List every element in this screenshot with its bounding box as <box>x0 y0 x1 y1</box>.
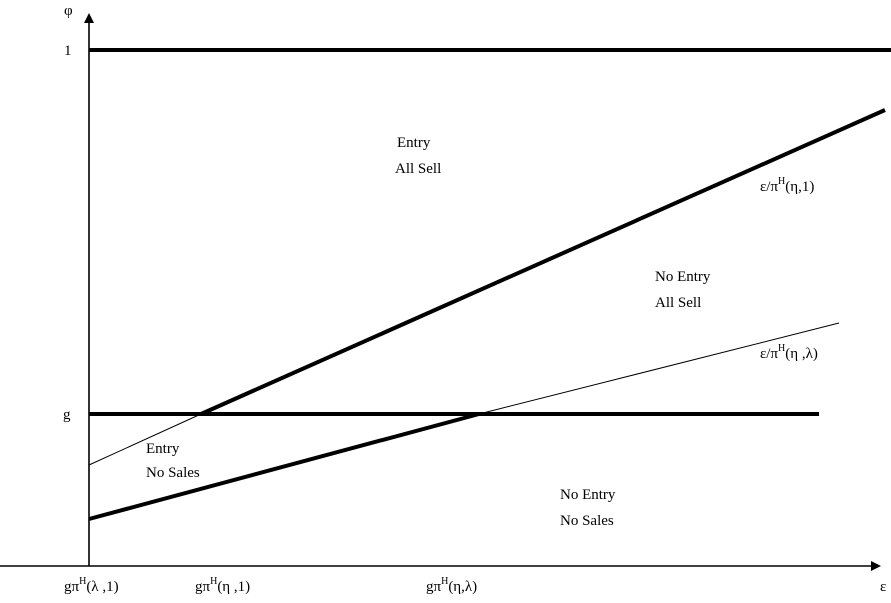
region-entry-no-sales-line1: Entry <box>146 441 180 457</box>
region-no-entry-no-sales-line1: No Entry <box>560 487 616 503</box>
x-tick-label-eta-1: gπH(η ,1) <box>195 576 250 595</box>
region-no-entry-all-sell-line2: All Sell <box>655 295 701 311</box>
x-tick-label-eta-lambda: gπH(η,λ) <box>426 576 477 595</box>
shallow-line-thin-segment <box>479 323 839 414</box>
region-no-entry-all-sell-line1: No Entry <box>655 269 711 285</box>
y-tick-label-g: g <box>63 407 71 423</box>
steep-line-label: ε/πH(η,1) <box>760 176 814 195</box>
region-no-entry-no-sales-line2: No Sales <box>560 513 614 529</box>
y-tick-label-1: 1 <box>64 43 72 59</box>
region-entry-all-sell-line2: All Sell <box>395 161 441 177</box>
steep-line-thin-segment <box>89 414 201 465</box>
region-entry-all-sell-line1: Entry <box>397 135 431 151</box>
y-axis-label: φ <box>64 3 73 19</box>
x-axis-label: ε <box>880 579 886 595</box>
steep-line <box>201 110 885 414</box>
region-entry-no-sales-line2: No Sales <box>146 465 200 481</box>
x-tick-label-lambda-1: gπH(λ ,1) <box>64 576 119 595</box>
shallow-line-label: ε/πH(η ,λ) <box>760 343 818 362</box>
